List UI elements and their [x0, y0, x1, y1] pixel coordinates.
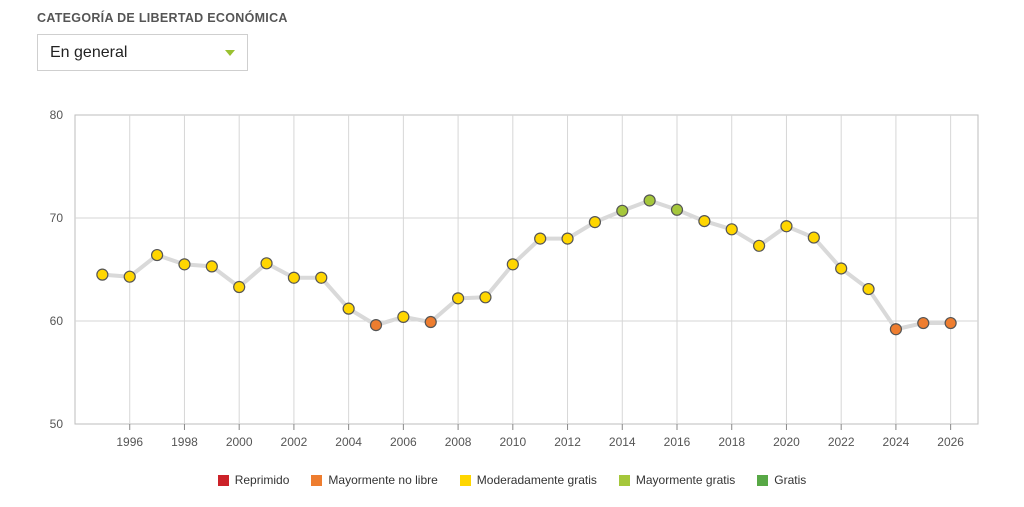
- data-point: [944, 316, 957, 330]
- data-point: [670, 203, 684, 216]
- legend-label: Moderadamente gratis: [476, 473, 597, 487]
- data-point: [479, 291, 492, 304]
- score-line-chart: 50 60 70 80 1996 1998 2000 2002 2004 2006 2008 2010…: [50, 108, 979, 449]
- legend-label: Gratis: [774, 473, 807, 487]
- dropdown-selected-value: En general: [50, 44, 128, 61]
- x-tick-label: 2024: [883, 435, 910, 449]
- y-tick-label: 70: [50, 211, 64, 225]
- data-point: [451, 292, 465, 305]
- data-point: [643, 194, 656, 207]
- x-tick-label: 2008: [445, 435, 472, 449]
- series-line: [100, 198, 953, 332]
- legend-swatch: [618, 474, 630, 486]
- data-point: [862, 282, 875, 296]
- data-point: [780, 220, 793, 233]
- data-point: [561, 232, 574, 245]
- legend-label: Mayormente no libre: [328, 473, 438, 487]
- data-point: [424, 315, 437, 329]
- legend-swatch: [311, 474, 323, 486]
- x-tick-label: 2002: [281, 435, 308, 449]
- x-tick-label: 2006: [390, 435, 417, 449]
- data-point: [287, 271, 301, 284]
- data-point: [534, 232, 547, 245]
- data-point: [807, 231, 820, 244]
- data-point: [178, 258, 191, 271]
- data-point: [342, 302, 355, 315]
- data-point: [205, 260, 218, 273]
- x-tick-label: 2016: [664, 435, 691, 449]
- legend-swatch: [459, 474, 471, 486]
- data-point: [233, 280, 246, 294]
- data-point: [889, 323, 903, 336]
- data-point: [588, 216, 602, 229]
- data-point: [315, 271, 328, 284]
- data-point: [260, 257, 273, 270]
- y-tick-label: 60: [50, 314, 64, 328]
- x-tick-label: 2020: [773, 435, 800, 449]
- data-point: [123, 270, 136, 283]
- legend-swatch: [217, 474, 229, 486]
- legend-item: Mayormente no libre: [311, 473, 438, 487]
- data-point: [835, 262, 848, 275]
- data-point: [150, 248, 164, 262]
- x-tick-label: 2000: [226, 435, 253, 449]
- x-tick-label: 2004: [335, 435, 362, 449]
- category-title: CATEGORÍA DE LIBERTAD ECONÓMICA: [37, 11, 288, 25]
- chart-legend: Reprimido Mayormente no libre Moderadament…: [0, 473, 1024, 487]
- legend-swatch: [757, 474, 769, 486]
- plot-frame: [74, 114, 979, 425]
- legend-item: Mayormente gratis: [618, 473, 736, 487]
- x-tick-label: 2018: [718, 435, 745, 449]
- data-point: [752, 239, 766, 252]
- legend-item: Gratis: [757, 473, 806, 487]
- caret-down-icon[interactable]: [225, 50, 235, 56]
- data-point: [698, 214, 711, 228]
- data-point: [616, 204, 629, 217]
- legend-label: Reprimido: [234, 473, 290, 487]
- data-point: [725, 223, 738, 236]
- y-tick-label: 80: [50, 108, 64, 122]
- data-point: [397, 310, 410, 323]
- data-point: [96, 268, 109, 281]
- x-tick-label: 2010: [499, 435, 526, 449]
- x-tick-label: 2026: [937, 435, 964, 449]
- legend-item: Reprimido: [217, 473, 290, 487]
- x-tick-label: 1996: [116, 435, 143, 449]
- data-point: [369, 319, 383, 332]
- legend-label: Mayormente gratis: [635, 473, 736, 487]
- x-tick-label: 2012: [554, 435, 581, 449]
- x-tick-label: 2022: [828, 435, 855, 449]
- data-point: [506, 258, 519, 271]
- y-tick-label: 50: [50, 417, 64, 431]
- category-dropdown[interactable]: En general: [37, 34, 248, 71]
- legend-item: Moderadamente gratis: [459, 473, 597, 487]
- data-point: [917, 316, 930, 330]
- x-tick-label: 2014: [609, 435, 636, 449]
- x-tick-label: 1998: [171, 435, 198, 449]
